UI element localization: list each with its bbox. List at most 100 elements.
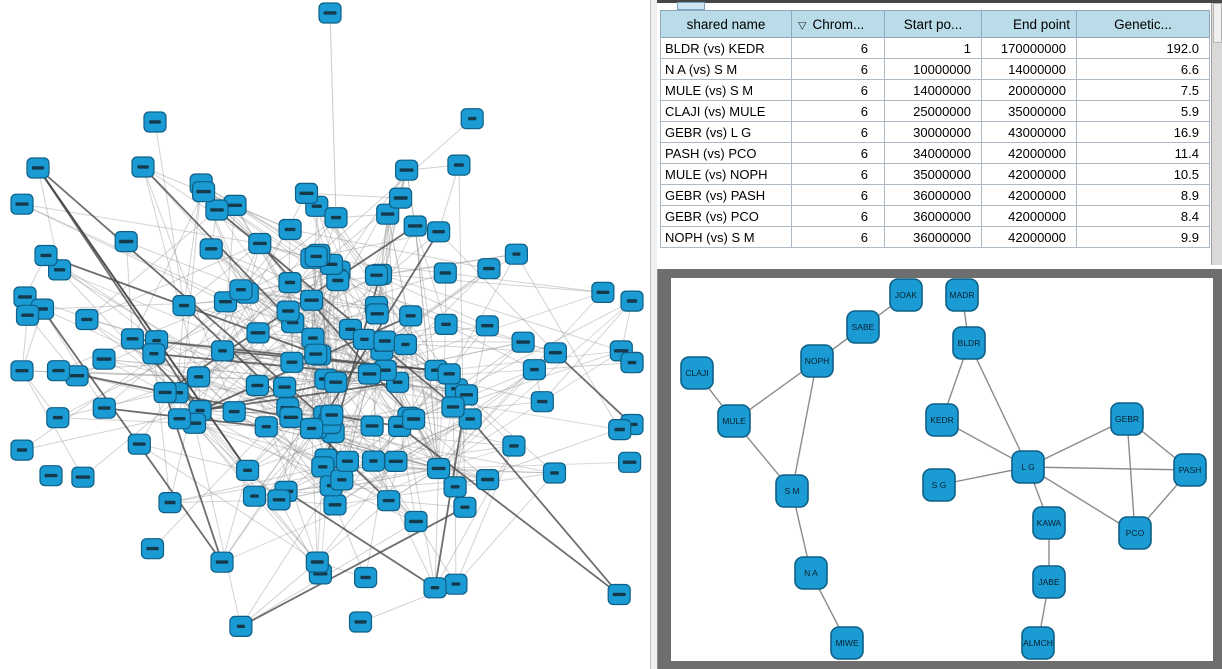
detail-network-svg[interactable]: MADR JOAK SABE BLDR NOPH CLAJI KEDR GEBR MULE L G…	[671, 278, 1213, 661]
table-cell[interactable]: NOPH (vs) S M	[660, 226, 792, 248]
network-node[interactable]	[75, 308, 99, 331]
node-ALMCH[interactable]: ALMCH	[1021, 626, 1055, 660]
network-node[interactable]	[360, 415, 384, 437]
table-cell[interactable]: 6	[791, 184, 885, 206]
node-MADR[interactable]: MADR	[945, 278, 979, 312]
network-node[interactable]	[323, 494, 347, 516]
network-node[interactable]	[267, 489, 291, 511]
node-SABE[interactable]: SABE	[846, 310, 880, 344]
main-network-svg[interactable]	[0, 0, 655, 669]
table-cell[interactable]: 6	[791, 79, 885, 101]
table-cell[interactable]: GEBR (vs) L G	[660, 121, 792, 143]
table-row[interactable]: CLAJI (vs) MULE 6 25000000 35000000 5.9	[660, 100, 1210, 122]
network-node[interactable]	[511, 331, 535, 353]
node-JOAK[interactable]: JOAK	[889, 278, 923, 312]
network-node[interactable]	[222, 401, 246, 423]
edge-attribute-table[interactable]: shared name ▽ Chrom... Start po... End point…	[660, 10, 1210, 248]
network-node[interactable]	[335, 450, 359, 472]
table-cell[interactable]: 170000000	[981, 37, 1077, 59]
network-node[interactable]	[427, 457, 451, 480]
table-cell[interactable]: 5.9	[1076, 100, 1210, 122]
table-cell[interactable]: 9.9	[1076, 226, 1210, 248]
network-node[interactable]	[361, 450, 386, 472]
panel-tab[interactable]	[677, 2, 705, 10]
network-node[interactable]	[10, 360, 34, 382]
column-header-start-po-[interactable]: Start po...	[884, 10, 982, 38]
table-cell[interactable]: PASH (vs) PCO	[660, 142, 792, 164]
network-node[interactable]	[311, 456, 335, 478]
table-row[interactable]: GEBR (vs) L G 6 30000000 43000000 16.9	[660, 121, 1210, 143]
network-node[interactable]	[441, 396, 465, 418]
network-node[interactable]	[447, 154, 471, 176]
network-node[interactable]	[395, 159, 419, 181]
network-node[interactable]	[120, 328, 145, 350]
table-row[interactable]: NOPH (vs) S M 6 36000000 42000000 9.9	[660, 226, 1210, 248]
node-MULE[interactable]: MULE	[717, 404, 751, 438]
table-cell[interactable]: 16.9	[1076, 121, 1210, 143]
table-cell[interactable]: 36000000	[884, 184, 982, 206]
table-cell[interactable]: 42000000	[981, 226, 1077, 248]
network-node[interactable]	[210, 551, 234, 573]
network-node[interactable]	[348, 611, 373, 633]
network-node[interactable]	[502, 435, 526, 457]
network-node[interactable]	[300, 417, 324, 440]
network-node[interactable]	[92, 348, 116, 370]
network-node[interactable]	[324, 371, 348, 393]
node-NA[interactable]: N A	[794, 556, 828, 590]
node-KEDR[interactable]: KEDR	[925, 403, 959, 437]
table-cell[interactable]: 6	[791, 226, 885, 248]
table-cell[interactable]: 35000000	[981, 100, 1077, 122]
network-node[interactable]	[26, 157, 50, 179]
network-node[interactable]	[402, 408, 426, 430]
table-cell[interactable]: 7.5	[1076, 79, 1210, 101]
network-node[interactable]	[153, 381, 177, 404]
network-node[interactable]	[278, 218, 302, 241]
table-cell[interactable]: 14000000	[884, 79, 982, 101]
network-node[interactable]	[304, 343, 328, 365]
table-cell[interactable]: 8.4	[1076, 205, 1210, 227]
network-node[interactable]	[475, 315, 499, 337]
network-node[interactable]	[242, 485, 267, 507]
network-node[interactable]	[46, 407, 70, 429]
detail-network-canvas[interactable]: MADR JOAK SABE BLDR NOPH CLAJI KEDR GEBR MULE L G…	[671, 278, 1213, 661]
network-node[interactable]	[254, 416, 278, 438]
table-cell[interactable]: 8.9	[1076, 184, 1210, 206]
table-cell[interactable]: 42000000	[981, 163, 1077, 185]
network-node[interactable]	[393, 333, 417, 356]
network-node[interactable]	[65, 365, 89, 387]
table-cell[interactable]: 6	[791, 37, 885, 59]
table-cell[interactable]: 6.6	[1076, 58, 1210, 80]
network-node[interactable]	[404, 510, 428, 533]
network-node[interactable]	[205, 199, 229, 221]
table-cell[interactable]: 192.0	[1076, 37, 1210, 59]
table-cell[interactable]: 11.4	[1076, 142, 1210, 164]
table-cell[interactable]: 20000000	[981, 79, 1077, 101]
table-cell[interactable]: 36000000	[884, 205, 982, 227]
filter-icon[interactable]: ▽	[798, 20, 807, 31]
network-node[interactable]	[453, 496, 477, 518]
table-cell[interactable]: 36000000	[884, 226, 982, 248]
network-node[interactable]	[142, 343, 166, 365]
network-node[interactable]	[504, 243, 529, 265]
table-row[interactable]: PASH (vs) PCO 6 34000000 42000000 11.4	[660, 142, 1210, 164]
scrollbar-thumb[interactable]	[1213, 3, 1222, 43]
network-node[interactable]	[399, 305, 423, 327]
table-cell[interactable]: 14000000	[981, 58, 1077, 80]
node-PCO[interactable]: PCO	[1118, 516, 1152, 550]
column-header-end-point[interactable]: End point	[981, 10, 1077, 38]
network-node[interactable]	[229, 279, 253, 301]
table-cell[interactable]: 6	[791, 121, 885, 143]
network-node[interactable]	[389, 187, 413, 209]
node-PASH[interactable]: PASH	[1173, 453, 1207, 487]
network-node[interactable]	[376, 203, 400, 225]
table-cell[interactable]: 6	[791, 205, 885, 227]
table-cell[interactable]: 34000000	[884, 142, 982, 164]
network-node[interactable]	[443, 476, 467, 498]
column-header-genetic-[interactable]: Genetic...	[1076, 10, 1210, 38]
network-node[interactable]	[10, 439, 34, 461]
network-node[interactable]	[245, 374, 269, 397]
table-row[interactable]: GEBR (vs) PCO 6 36000000 42000000 8.4	[660, 205, 1210, 227]
network-node[interactable]	[608, 419, 632, 441]
network-node[interactable]	[273, 376, 297, 398]
network-node[interactable]	[458, 408, 482, 430]
